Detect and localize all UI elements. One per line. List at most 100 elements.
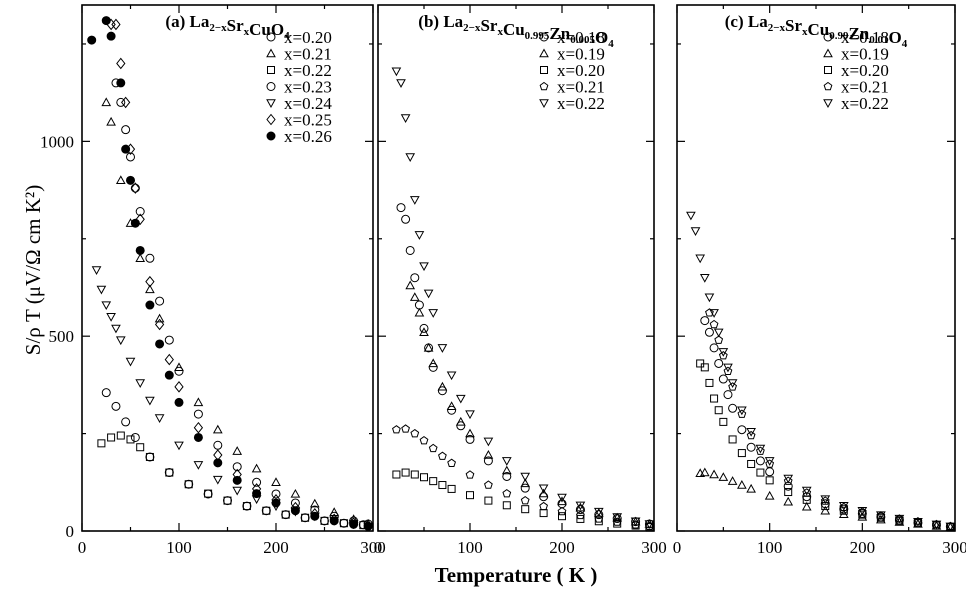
data-point (174, 441, 184, 451)
data-point (251, 463, 262, 473)
data-point (709, 343, 719, 353)
legend-label: x=0.21 (284, 45, 332, 64)
data-point (145, 452, 154, 461)
data-point (174, 397, 184, 407)
data-point (705, 378, 714, 387)
data-point (281, 510, 291, 520)
data-point (718, 472, 729, 481)
data-point (612, 513, 623, 523)
data-point (465, 470, 475, 479)
data-point (437, 381, 448, 391)
data-point (801, 501, 812, 511)
series-x=0.26 (87, 16, 373, 531)
panel-title: (b) La2−xSrxCu0.995Zn0.005O4 (418, 12, 614, 50)
data-point (718, 374, 728, 384)
data-point (419, 327, 429, 336)
legend-marker (539, 48, 549, 58)
data-point (501, 457, 512, 466)
x-tick-label: 0 (374, 538, 383, 557)
legend-label: x=0.20 (284, 28, 332, 47)
data-point (483, 449, 494, 459)
x-tick-label: 100 (166, 538, 192, 557)
legend-label: x=0.20 (557, 61, 605, 80)
data-point (594, 514, 604, 523)
data-point (699, 274, 710, 283)
legend-label: x=0.18 (841, 28, 889, 47)
data-point (483, 456, 493, 466)
data-point (184, 480, 193, 489)
data-point (501, 465, 512, 475)
data-point (310, 511, 320, 521)
data-point (801, 486, 812, 496)
data-point (737, 406, 747, 416)
data-point (783, 476, 793, 485)
data-point (713, 328, 724, 338)
data-point (116, 57, 126, 70)
data-point (483, 437, 494, 447)
data-point (281, 510, 290, 519)
data-point (174, 362, 184, 372)
data-point (857, 511, 868, 521)
series-x=0.20 (101, 388, 368, 530)
data-point (414, 231, 425, 240)
data-point (502, 501, 511, 510)
data-point (446, 371, 457, 381)
data-point (557, 493, 567, 503)
legend: x=0.18x=0.19x=0.20x=0.21x=0.22 (539, 28, 605, 113)
data-point (154, 313, 165, 323)
legend-label: x=0.22 (841, 94, 889, 113)
legend: x=0.18x=0.19x=0.20x=0.21x=0.22 (823, 28, 889, 113)
panel-b: 0 100 200 300(b) La2−xSrxCu0.995Zn0.005O4x=… (374, 4, 667, 557)
data-point (409, 292, 420, 301)
data-point (91, 266, 102, 275)
data-point (714, 335, 724, 344)
data-point (232, 446, 243, 455)
data-point (135, 253, 146, 262)
data-point (261, 506, 271, 516)
data-point (339, 519, 348, 528)
data-point (409, 196, 420, 205)
data-point (242, 502, 251, 511)
legend-label: x=0.19 (557, 45, 605, 64)
legend-marker (539, 32, 549, 42)
data-point (820, 505, 831, 515)
x-tick-label: 200 (263, 538, 289, 557)
series-x=0.24 (91, 266, 373, 532)
data-point (101, 16, 111, 26)
data-point (876, 513, 885, 522)
legend-label: x=0.19 (841, 45, 889, 64)
data-point (465, 410, 475, 420)
data-point (520, 472, 531, 482)
data-point (630, 517, 641, 527)
data-point (709, 309, 719, 318)
data-point (121, 417, 131, 427)
data-point (857, 507, 868, 516)
data-point (699, 467, 710, 477)
legend-label: x=0.18 (557, 28, 605, 47)
legend-marker (823, 99, 833, 109)
legend-label: x=0.21 (557, 78, 605, 97)
data-point (301, 513, 310, 522)
data-point (575, 501, 586, 511)
data-point (746, 427, 756, 437)
data-point (858, 510, 867, 519)
data-point (349, 519, 359, 529)
data-point (764, 457, 775, 466)
panel-title: (a) La2−xSrxCuO4 (165, 12, 290, 42)
data-point (538, 484, 549, 494)
legend-label: x=0.21 (841, 78, 889, 97)
data-point (154, 318, 165, 331)
data-point (232, 475, 242, 485)
data-point (125, 357, 136, 367)
data-point (538, 488, 549, 498)
data-point (784, 488, 793, 497)
legend-marker (266, 32, 276, 42)
data-point (121, 125, 131, 135)
data-point (502, 471, 512, 481)
data-point (164, 335, 174, 345)
x-axis-title: Temperature ( K ) (435, 563, 598, 587)
data-point (465, 428, 475, 438)
data-point (420, 473, 428, 482)
data-point (392, 425, 401, 434)
data-point (262, 506, 271, 515)
